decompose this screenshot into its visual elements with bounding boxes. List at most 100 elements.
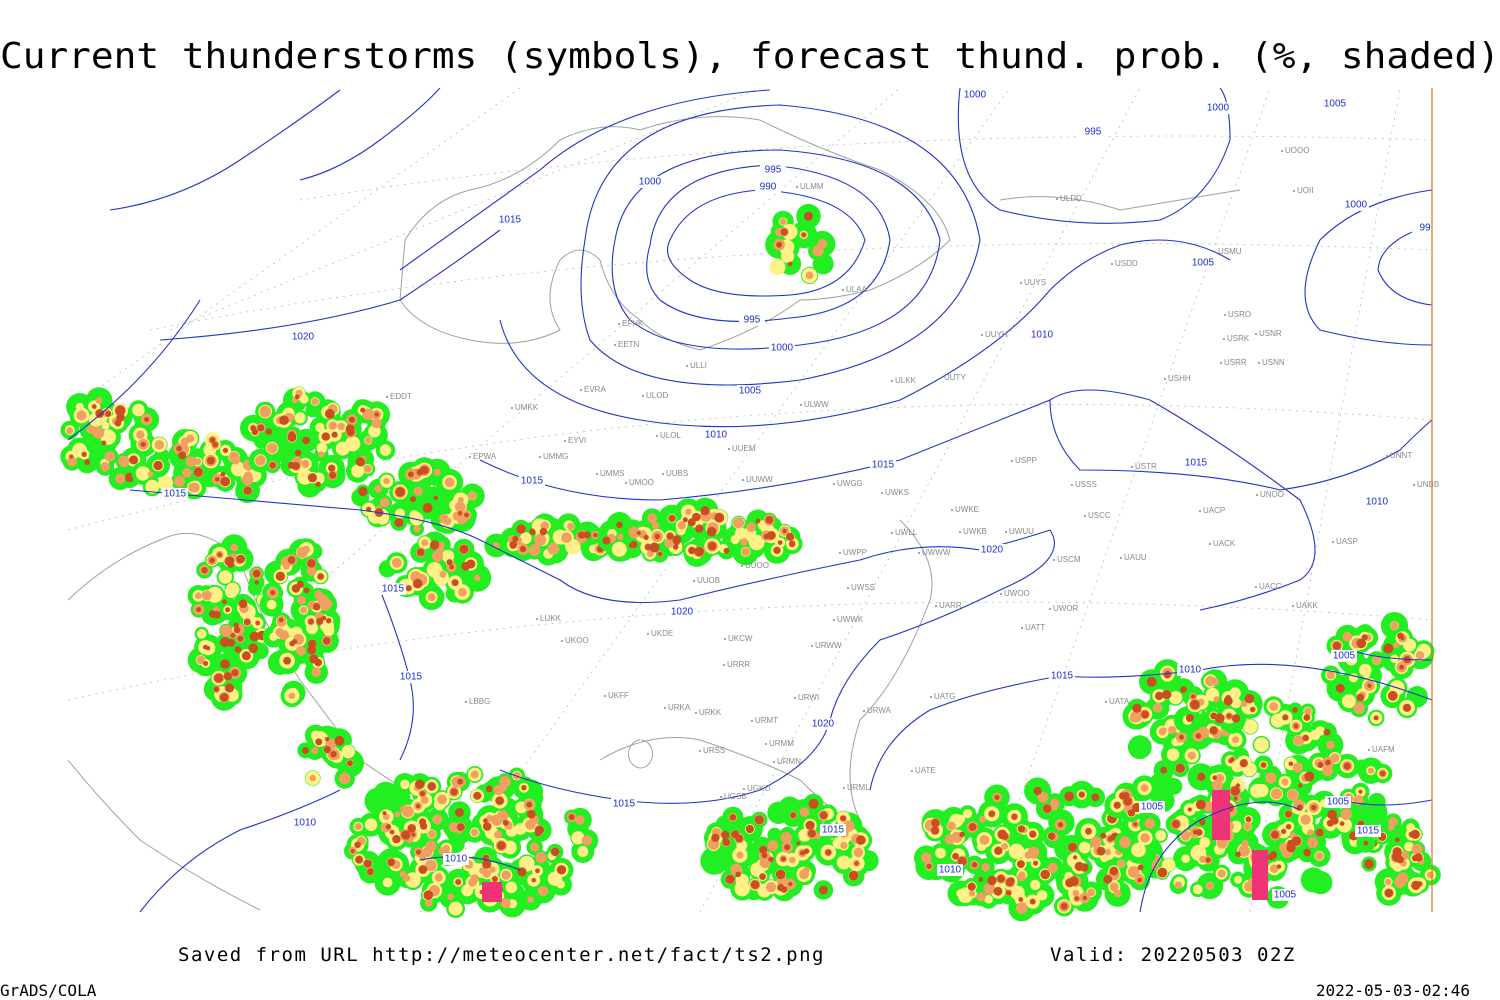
shade-cell — [278, 617, 284, 623]
shade-cell — [968, 823, 977, 831]
shade-cell — [307, 639, 317, 649]
station-code: ULOL — [660, 431, 681, 440]
isobar-label-bg — [870, 459, 896, 471]
shade-cell — [1302, 734, 1309, 742]
shade-cell — [540, 521, 550, 531]
shade-cell — [473, 791, 482, 800]
shade-cell — [1047, 832, 1056, 840]
station-code: USRO — [1228, 310, 1251, 319]
isobar-label-bg — [937, 864, 963, 876]
shade-cell — [219, 693, 229, 702]
shade-cell — [196, 607, 202, 613]
shade-cell — [1330, 753, 1340, 763]
shade-cell — [323, 637, 331, 645]
station-code: UMKK — [515, 403, 539, 412]
shade-cell — [1168, 725, 1177, 735]
station-code: USRK — [1227, 334, 1250, 343]
shade-cell — [767, 840, 779, 852]
station-dot — [981, 334, 983, 336]
shade-cell — [527, 809, 536, 819]
isobar-label: 1005 — [1327, 797, 1350, 808]
shade-cell — [1397, 872, 1409, 884]
shade-cell — [682, 517, 688, 523]
isobar-label-bg — [1183, 457, 1209, 469]
station-dot — [693, 580, 695, 582]
station-dot — [564, 440, 566, 442]
shade-cell — [561, 532, 572, 543]
shade-cell — [1146, 676, 1157, 687]
station-code: UWKE — [955, 505, 979, 514]
shade-cell — [301, 459, 310, 469]
shade-cell — [1160, 727, 1167, 734]
shade-cell — [1104, 849, 1112, 856]
station-code: URRR — [727, 660, 750, 669]
shade-cell — [222, 447, 229, 453]
shade-cell — [451, 579, 459, 587]
isobar-label-bg — [1364, 496, 1390, 508]
shade-cell — [651, 521, 660, 530]
station-code: EDDT — [390, 392, 412, 401]
shade-cell — [323, 745, 331, 754]
shade-cell — [95, 409, 105, 418]
shade-cell — [729, 814, 737, 821]
isobar-label: 1005 — [739, 386, 762, 397]
isobar-label-bg — [979, 544, 1005, 556]
station-code: EVRA — [584, 385, 606, 394]
shade-cell — [1311, 804, 1317, 811]
shade-cell — [535, 868, 540, 874]
shade-cell — [796, 841, 801, 846]
shade-cell — [448, 901, 463, 916]
shade-cell — [279, 415, 289, 426]
shade-cell — [348, 416, 355, 423]
station-dot — [724, 638, 726, 640]
shade-cell — [214, 476, 220, 482]
shade-cell — [1228, 758, 1233, 764]
shade-cell — [550, 847, 560, 857]
shade-cell — [238, 599, 248, 609]
shade-cell — [1270, 788, 1282, 800]
shade-cell — [1326, 670, 1335, 680]
station-code: UAFM — [1372, 745, 1395, 754]
shade-cell — [741, 547, 750, 557]
shade-cell — [296, 646, 306, 656]
shade-cell — [777, 540, 783, 545]
station-dot — [1105, 701, 1107, 703]
isobar-label: 1010 — [1366, 497, 1389, 508]
shade-cell — [1343, 762, 1351, 770]
shade-cell — [983, 882, 996, 895]
shade-cell — [853, 847, 864, 858]
station-dot — [751, 720, 753, 722]
shade-cell — [437, 794, 447, 805]
shade-cell — [685, 508, 692, 516]
shade-cell — [519, 532, 532, 545]
shade-cell — [325, 736, 330, 742]
shade-cell — [994, 794, 1000, 800]
station-dot — [951, 509, 953, 511]
storm-symbols — [1252, 850, 1268, 900]
shade-cell — [479, 867, 486, 874]
shade-cell — [926, 863, 932, 869]
shade-cell — [337, 422, 345, 431]
station-code: UACK — [1213, 539, 1236, 548]
station-code: URML — [847, 783, 870, 792]
station-dot — [656, 435, 658, 437]
shade-cell — [1072, 889, 1080, 897]
shade-cell — [311, 667, 322, 677]
shade-cell — [736, 851, 744, 859]
shade-cell — [433, 468, 441, 476]
station-dot — [1120, 557, 1122, 559]
shade-cell — [848, 870, 859, 881]
shade-cell — [971, 862, 978, 868]
station-code: UATA — [1109, 697, 1130, 706]
shade-cell — [1404, 841, 1414, 852]
shade-cell — [101, 440, 107, 446]
shade-cell — [1205, 881, 1214, 890]
valid-time: Valid: 20220503 02Z — [1050, 944, 1296, 966]
shade-cell — [212, 441, 218, 448]
shade-cell — [308, 618, 314, 625]
station-dot — [469, 456, 471, 458]
station-dot — [1223, 338, 1225, 340]
shade-cell — [341, 744, 355, 759]
shade-cell — [750, 880, 760, 889]
station-dot — [940, 377, 942, 379]
